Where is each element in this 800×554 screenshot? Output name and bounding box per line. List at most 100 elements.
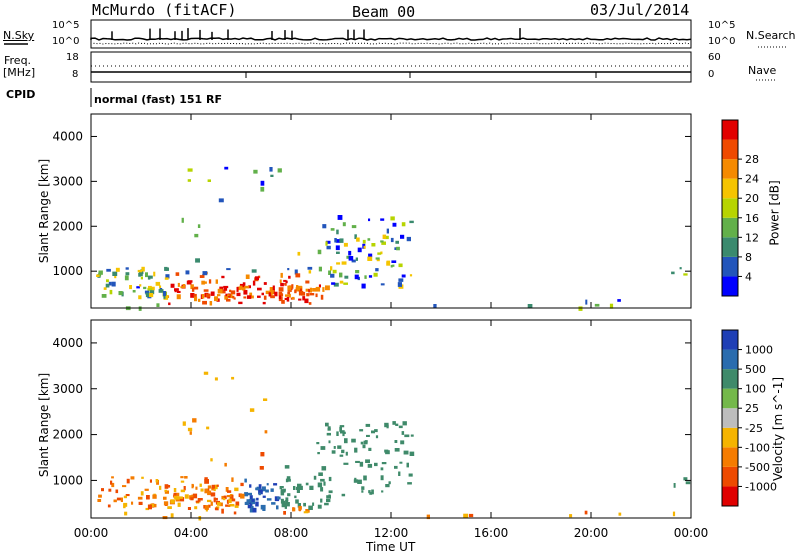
heatmap-cell xyxy=(201,294,205,299)
heatmap-cell xyxy=(190,293,195,298)
heatmap-cell xyxy=(317,249,322,255)
heatmap-cell xyxy=(270,174,274,177)
heatmap-cell xyxy=(266,483,269,486)
heatmap-cell xyxy=(400,234,405,239)
heatmap-cell xyxy=(280,282,284,287)
heatmap-cell xyxy=(125,272,130,276)
heatmap-cell xyxy=(221,508,224,514)
heatmap-cell xyxy=(168,302,171,306)
colorbar-frame xyxy=(721,329,739,507)
heatmap-cell xyxy=(252,280,256,286)
heatmap-cell xyxy=(363,245,366,249)
heatmap-cell xyxy=(204,479,209,484)
heatmap-cell xyxy=(317,504,322,509)
heatmap-cell xyxy=(221,275,225,279)
heatmap-cell xyxy=(308,505,313,510)
heatmap-cell xyxy=(288,293,291,298)
heatmap-cell xyxy=(263,282,267,285)
nsky-panel-frame xyxy=(90,19,692,49)
heatmap-cell xyxy=(325,240,331,244)
heatmap-cell xyxy=(231,376,235,380)
heatmap-cell xyxy=(401,431,405,435)
heatmap-cell xyxy=(276,505,279,510)
heatmap-cell xyxy=(321,466,327,471)
heatmap-cell xyxy=(305,288,309,292)
heatmap-cell xyxy=(363,475,367,481)
heatmap-cell xyxy=(305,482,309,486)
heatmap-cell xyxy=(266,498,272,501)
heatmap-cell xyxy=(286,502,290,507)
heatmap-cell xyxy=(386,424,389,429)
heatmap-cell xyxy=(262,301,266,305)
heatmap-cell xyxy=(312,502,315,506)
heatmap-cell xyxy=(318,472,323,476)
heatmap-cell xyxy=(223,497,226,501)
heatmap-cell xyxy=(328,494,331,497)
heatmap-cell xyxy=(112,271,118,276)
heatmap-cell xyxy=(272,285,275,291)
heatmap-cell xyxy=(309,287,312,293)
heatmap-cell xyxy=(527,304,533,309)
heatmap-cell xyxy=(224,166,229,170)
heatmap-cell xyxy=(269,287,274,292)
heatmap-cell xyxy=(366,434,370,437)
heatmap-cell xyxy=(260,180,265,186)
heatmap-cell xyxy=(671,271,675,275)
heatmap-cell xyxy=(339,280,344,284)
heatmap-cell xyxy=(278,295,281,300)
heatmap-cell xyxy=(298,298,302,301)
heatmap-cell xyxy=(149,275,153,279)
heatmap-cell xyxy=(257,295,261,298)
heatmap-cell xyxy=(191,483,194,489)
heatmap-cell xyxy=(367,463,373,468)
heatmap-cell xyxy=(333,446,336,449)
heatmap-cell xyxy=(286,296,290,302)
heatmap-cell xyxy=(294,289,297,294)
nave-tick-top: 60 xyxy=(708,52,721,63)
nsky-tick-top: 10^5 xyxy=(52,20,80,31)
heatmap-cell xyxy=(297,285,302,289)
heatmap-cell xyxy=(296,488,300,493)
heatmap-cell xyxy=(114,274,117,279)
heatmap-cell xyxy=(263,398,268,401)
heatmap-cell xyxy=(190,284,194,289)
heatmap-cell xyxy=(149,479,152,483)
heatmap-cell xyxy=(377,252,382,255)
heatmap-cell xyxy=(234,505,239,508)
heatmap-cell xyxy=(101,488,104,492)
heatmap-cell xyxy=(269,167,273,172)
nsearch-tick-top: 10^5 xyxy=(708,20,736,31)
heatmap-cell xyxy=(309,293,315,296)
x-tick-label: 08:00 xyxy=(274,526,309,540)
heatmap-cell xyxy=(403,450,409,455)
heatmap-cell xyxy=(195,486,198,490)
heatmap-cell xyxy=(274,496,280,502)
heatmap-cell xyxy=(330,273,335,278)
heatmap-cell xyxy=(265,290,269,295)
heatmap-cell xyxy=(140,491,144,496)
heatmap-cell xyxy=(401,222,406,227)
cpid-label: CPID xyxy=(6,88,36,101)
heatmap-cell xyxy=(259,466,264,470)
heatmap-cell xyxy=(399,461,403,464)
heatmap-cell xyxy=(339,238,344,243)
heatmap-cell xyxy=(673,483,676,488)
heatmap-cell xyxy=(224,462,227,467)
heatmap-cell xyxy=(124,511,128,516)
heatmap-cell xyxy=(191,287,195,292)
heatmap-cell xyxy=(248,285,251,289)
heatmap-cell xyxy=(280,486,284,489)
colorbar-swatch xyxy=(722,486,738,506)
heatmap-cell xyxy=(683,477,688,481)
heatmap-cell xyxy=(585,299,588,305)
heatmap-cell xyxy=(120,497,123,502)
heatmap-cell xyxy=(148,285,152,289)
heatmap-cell xyxy=(130,476,135,480)
heatmap-cell xyxy=(251,498,255,502)
y-tick-label: 3000 xyxy=(52,174,83,188)
heatmap-cell xyxy=(257,287,262,291)
heatmap-cell xyxy=(244,501,249,505)
velocity-heatmap xyxy=(97,371,691,521)
heatmap-cell xyxy=(227,504,231,507)
heatmap-cell xyxy=(249,499,252,504)
